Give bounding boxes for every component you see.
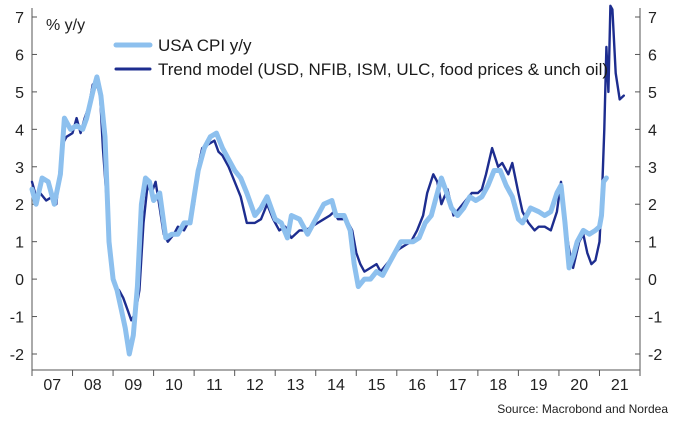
y-tick-label-right: -1 xyxy=(648,310,662,327)
source-note: Source: Macrobond and Nordea xyxy=(497,402,668,416)
legend-label-usa-cpi: USA CPI y/y xyxy=(158,36,252,55)
y-tick-label-left: 2 xyxy=(15,197,24,214)
y-axis-left: -2 -1 0 1 2 3 4 5 6 7 xyxy=(10,10,37,364)
x-tick-label: 16 xyxy=(408,377,426,394)
x-tick-label: 14 xyxy=(327,377,345,394)
legend-label-trend-model: Trend model (USD, NFIB, ISM, ULC, food p… xyxy=(158,60,608,79)
series-line-trend-model xyxy=(30,4,625,322)
x-tick-label: 07 xyxy=(43,377,61,394)
y-tick-label-left: 3 xyxy=(15,160,24,177)
x-tick-label: 09 xyxy=(124,377,142,394)
x-tick-label: 18 xyxy=(489,377,507,394)
x-tick-label: 20 xyxy=(570,377,588,394)
series-line-usa-cpi xyxy=(29,74,609,357)
y-tick-label-right: 4 xyxy=(648,122,657,139)
y-tick-label-right: -2 xyxy=(648,347,662,364)
y-tick-label-left: 7 xyxy=(15,10,24,27)
x-tick-label: 15 xyxy=(368,377,386,394)
y-tick-label-left: 1 xyxy=(15,235,24,252)
y-tick-label-right: 6 xyxy=(648,47,657,64)
x-tick-label: 13 xyxy=(287,377,305,394)
x-tick-label: 19 xyxy=(530,377,548,394)
y-tick-label-left: 5 xyxy=(15,85,24,102)
y-tick-label-left: -1 xyxy=(10,310,24,327)
series-layer xyxy=(29,4,625,357)
y-axis-unit-label: % y/y xyxy=(46,17,85,34)
y-tick-label-right: 5 xyxy=(648,85,657,102)
x-tick-label: 12 xyxy=(246,377,264,394)
y-tick-label-right: 3 xyxy=(648,160,657,177)
y-tick-label-left: 0 xyxy=(15,272,24,289)
y-tick-label-left: 6 xyxy=(15,47,24,64)
legend: USA CPI y/y Trend model (USD, NFIB, ISM,… xyxy=(113,36,608,79)
y-tick-label-left: -2 xyxy=(10,347,24,364)
y-tick-label-right: 0 xyxy=(648,272,657,289)
x-tick-label: 11 xyxy=(206,377,223,394)
y-tick-label-right: 1 xyxy=(648,235,657,252)
x-tick-label: 17 xyxy=(449,377,467,394)
y-tick-label-right: 7 xyxy=(648,10,657,27)
x-tick-label: 10 xyxy=(165,377,183,394)
x-tick-label: 21 xyxy=(611,377,629,394)
x-axis: 07 08 09 10 11 12 13 14 15 16 17 18 19 20 21 xyxy=(31,370,641,394)
y-tick-label-right: 2 xyxy=(648,197,657,214)
y-axis-right: -2 -1 0 1 2 3 4 5 6 7 xyxy=(635,10,662,364)
x-tick-label: 08 xyxy=(84,377,102,394)
y-tick-label-left: 4 xyxy=(15,122,24,139)
